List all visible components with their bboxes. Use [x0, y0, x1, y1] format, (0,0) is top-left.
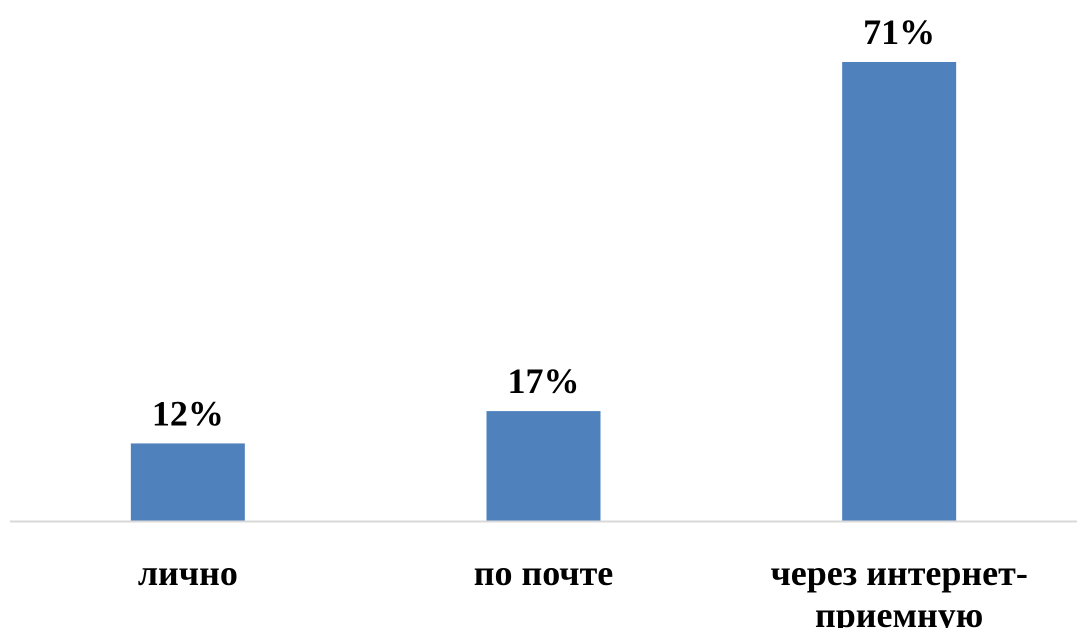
category-label: приемную	[815, 595, 983, 628]
data-label: 17%	[508, 361, 580, 401]
category-label: через интернет-	[771, 553, 1028, 593]
category-label: по почте	[474, 553, 614, 593]
category-labels-group: лично по почте через интернет-приемную	[138, 553, 1028, 628]
bars-group	[130, 62, 957, 521]
bar	[842, 62, 957, 521]
bar	[130, 443, 245, 521]
data-labels-group: 12% 17% 71%	[152, 12, 935, 433]
data-label: 12%	[152, 393, 224, 433]
bar	[486, 411, 601, 521]
category-label: лично	[138, 553, 238, 593]
data-label: 71%	[863, 12, 935, 52]
